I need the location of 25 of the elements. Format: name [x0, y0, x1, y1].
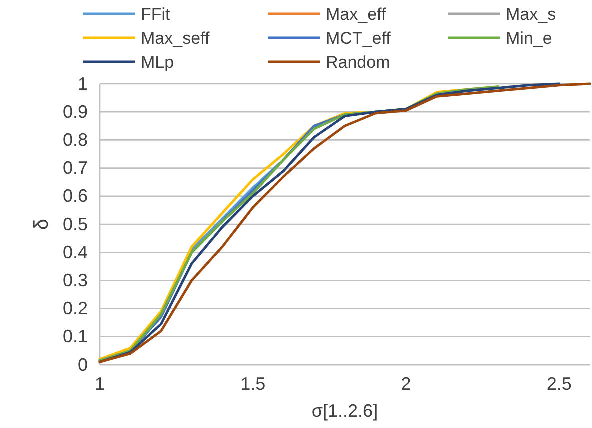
legend-label: MCT_eff — [326, 29, 392, 48]
legend-label: Random — [326, 53, 390, 72]
legend-label: FFit — [141, 5, 171, 24]
x-tick-label: 2 — [401, 374, 412, 394]
y-tick-label: 0.7 — [62, 158, 88, 178]
y-tick-label: 0.8 — [62, 130, 88, 150]
y-tick-label: 0.5 — [62, 214, 88, 234]
y-tick-label: 1 — [78, 74, 88, 94]
y-tick-label: 0.2 — [62, 298, 88, 319]
legend-label: Max_seff — [141, 29, 210, 48]
y-tick-label: 0.9 — [62, 102, 88, 122]
x-tick-label: 1 — [94, 374, 106, 394]
y-tick-label: 0 — [78, 354, 88, 375]
y-tick-label: 0.1 — [62, 326, 88, 347]
y-axis-title: δ — [31, 218, 53, 230]
x-tick-label: 2.5 — [546, 374, 572, 394]
legend-label: Min_e — [506, 29, 552, 48]
y-tick-label: 0.3 — [62, 270, 88, 290]
x-tick-label: 1.5 — [240, 374, 266, 394]
x-axis-title: σ[1..2.6] — [312, 401, 378, 421]
y-tick-label: 0.4 — [62, 242, 88, 262]
legend-label: Max_s — [506, 5, 556, 24]
legend-label: MLp — [141, 53, 174, 72]
y-tick-label: 0.6 — [62, 186, 88, 206]
legend-label: Max_eff — [326, 5, 386, 24]
